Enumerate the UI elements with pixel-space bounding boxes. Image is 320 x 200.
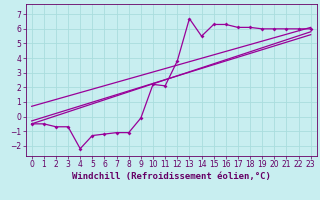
X-axis label: Windchill (Refroidissement éolien,°C): Windchill (Refroidissement éolien,°C) — [72, 172, 271, 181]
